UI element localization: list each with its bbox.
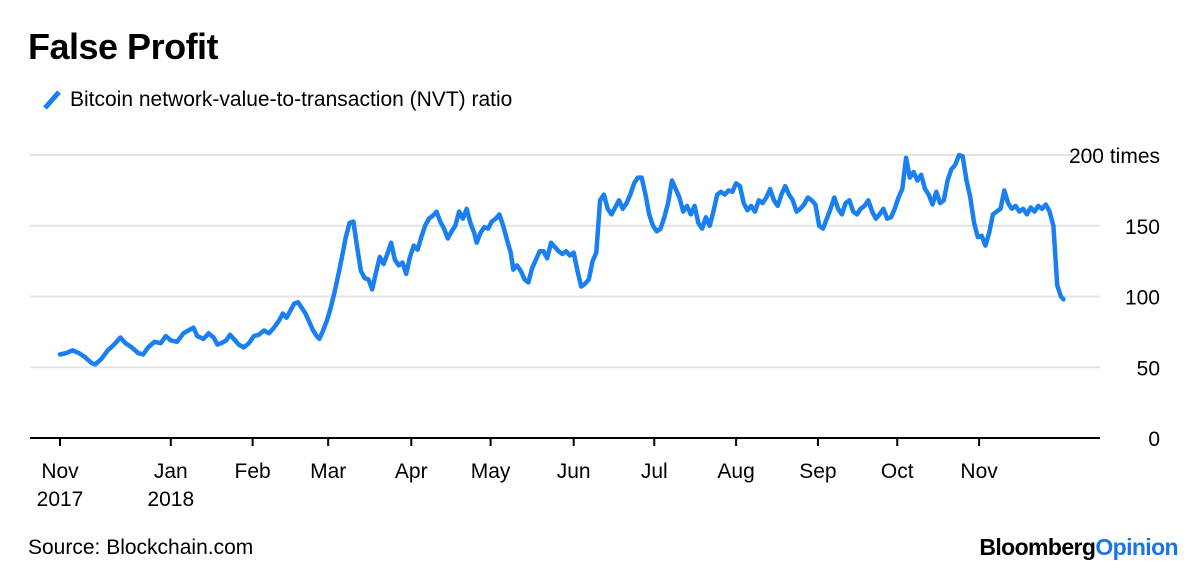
brand-main: Bloomberg bbox=[979, 534, 1096, 560]
source-note: Source: Blockchain.com bbox=[28, 536, 254, 559]
x-tick-sublabel-1: 2018 bbox=[147, 488, 194, 511]
brand-logo: BloombergOpinion bbox=[979, 534, 1178, 561]
x-tick-sublabel-0: 2017 bbox=[37, 488, 84, 511]
x-tick-label-8: Aug bbox=[717, 460, 754, 483]
x-tick-label-7: Jul bbox=[641, 460, 668, 483]
x-tick-label-1: Jan bbox=[154, 460, 188, 483]
legend-line-icon bbox=[43, 90, 61, 110]
y-tick-label-0: 0 bbox=[1148, 428, 1160, 451]
y-tick-label-100: 100 bbox=[1125, 287, 1160, 310]
x-tick-label-6: Jun bbox=[557, 460, 591, 483]
y-tick-label-50: 50 bbox=[1137, 357, 1160, 380]
x-axis: Nov 2017 Jan 2018 Feb Mar Apr May Jun Jul Aug Sep Oc… bbox=[30, 437, 1100, 511]
y-tick-label-200: 200 times bbox=[1069, 145, 1160, 168]
x-tick-label-10: Oct bbox=[881, 460, 914, 483]
chart-title: False Profit bbox=[28, 26, 219, 67]
x-tick-label-9: Sep bbox=[799, 460, 836, 483]
y-axis-labels: 0 50 100 150 200 times bbox=[1069, 145, 1160, 451]
x-tick-label-11: Nov bbox=[960, 460, 998, 483]
legend-label: Bitcoin network-value-to-transaction (NV… bbox=[70, 88, 513, 111]
brand-accent: Opinion bbox=[1095, 534, 1178, 560]
x-tick-label-3: Mar bbox=[310, 460, 346, 483]
y-tick-label-150: 150 bbox=[1125, 216, 1160, 239]
legend: Bitcoin network-value-to-transaction (NV… bbox=[40, 88, 512, 112]
gridlines bbox=[30, 154, 1100, 369]
x-tick-label-5: May bbox=[471, 460, 511, 483]
series-line-0 bbox=[57, 152, 1066, 367]
x-tick-label-0: Nov bbox=[41, 460, 79, 483]
x-tick-label-4: Apr bbox=[395, 460, 428, 483]
series-layer bbox=[57, 152, 1066, 367]
x-tick-label-2: Feb bbox=[235, 460, 271, 483]
